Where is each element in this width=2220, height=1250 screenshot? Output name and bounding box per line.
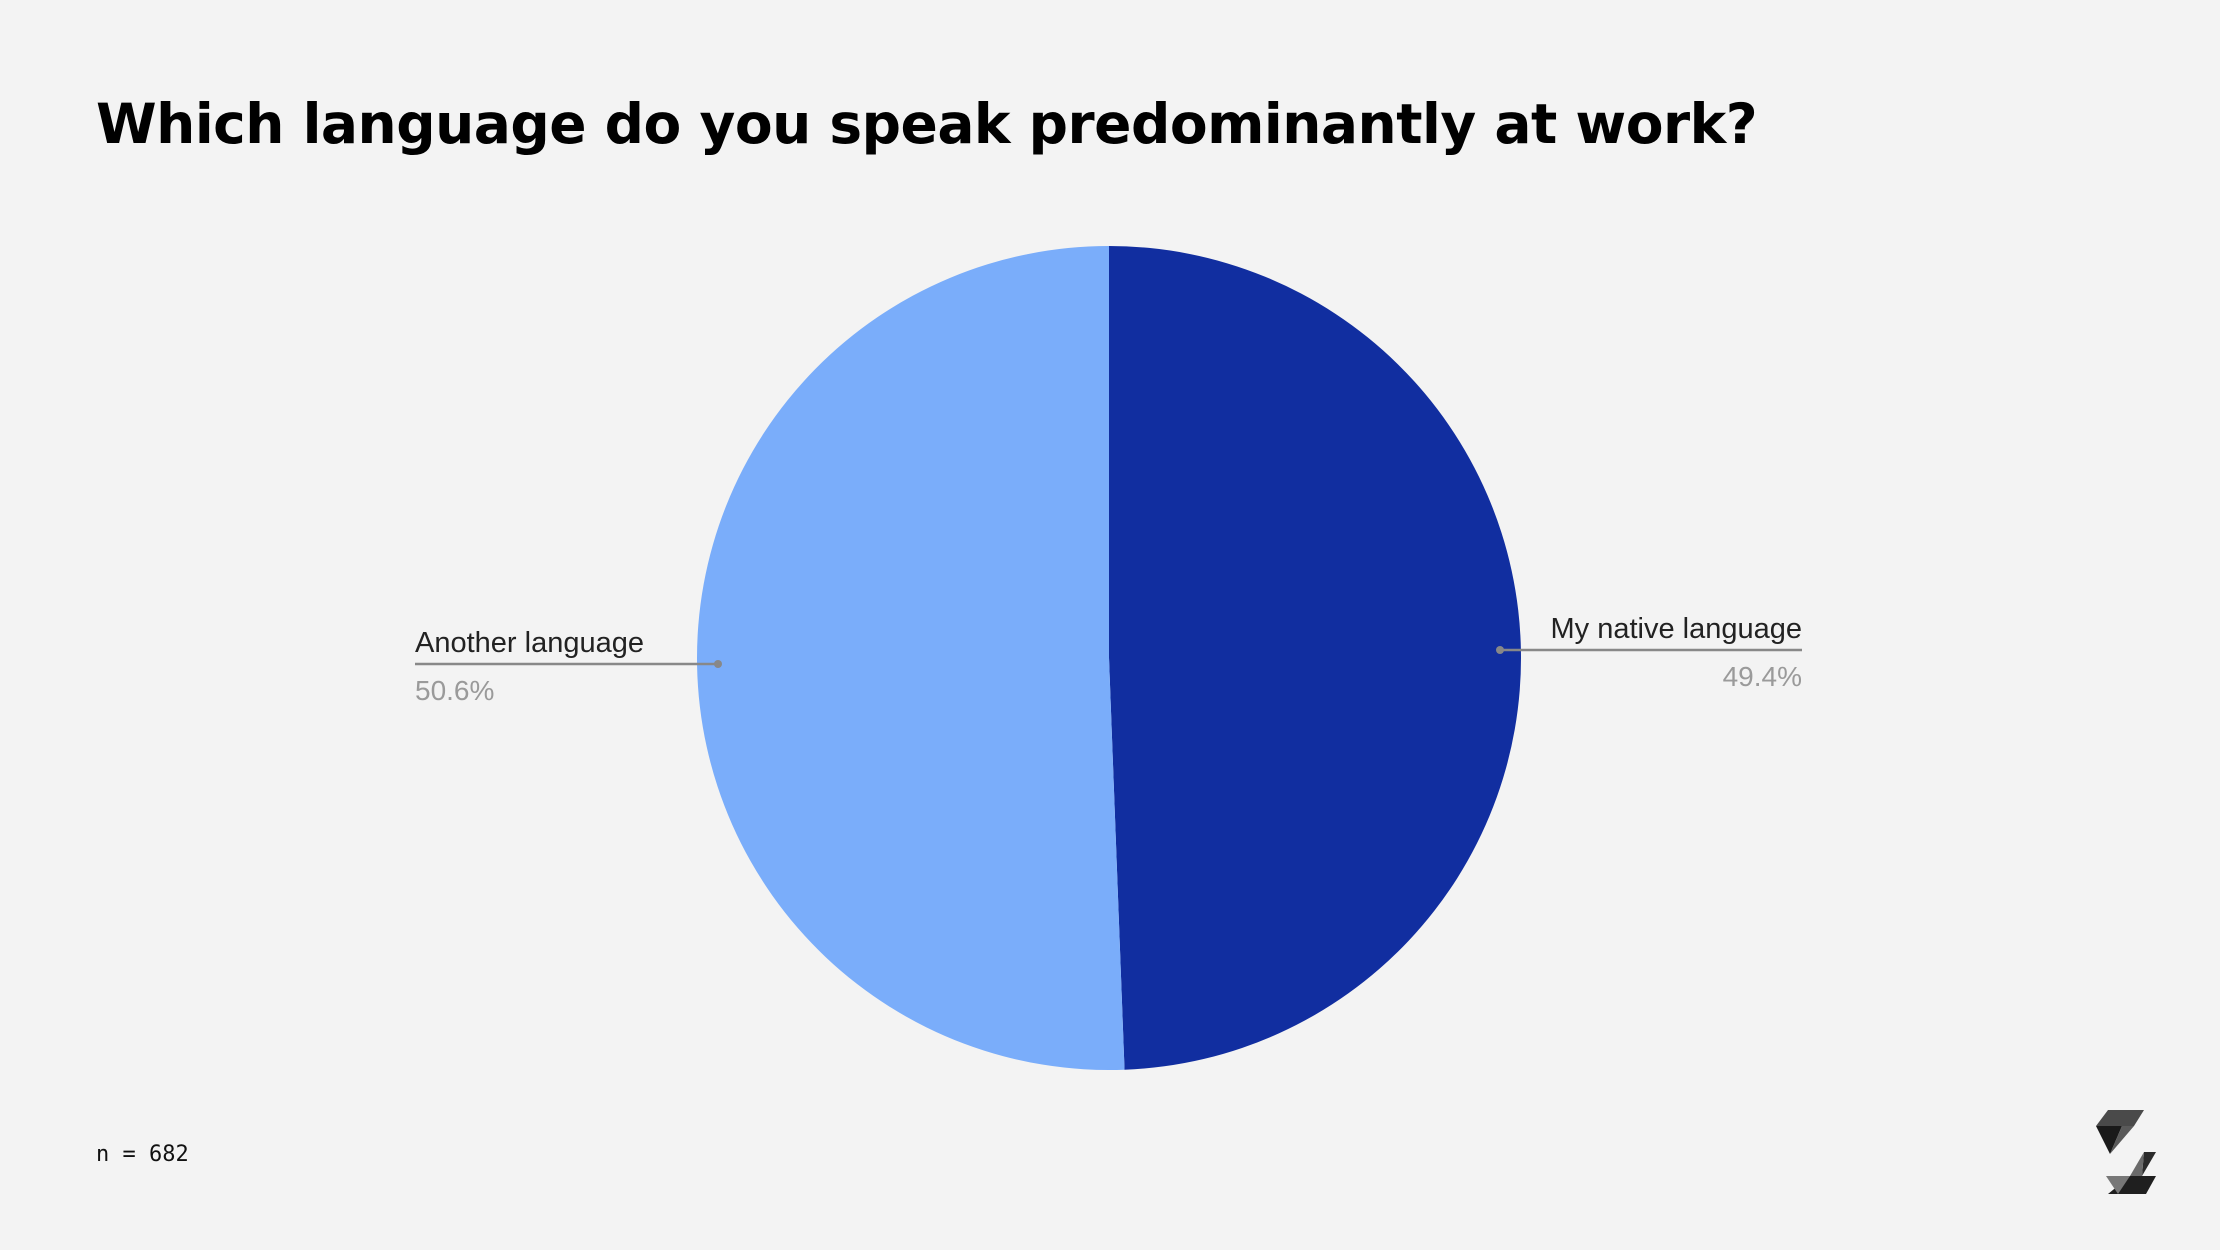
slice-value-0: 49.4%: [1723, 661, 1802, 692]
pie-slice-0: [1109, 246, 1522, 1070]
brand-logo-icon: [2096, 1110, 2156, 1194]
slice-label-0: My native language: [1551, 613, 1803, 645]
slice-value-1: 50.6%: [415, 675, 494, 706]
leader-dot-1: [714, 660, 722, 668]
slice-label-1: Another language: [415, 627, 644, 659]
leader-dot-0: [1496, 646, 1504, 654]
chart-title: Which language do you speak predominantl…: [96, 92, 1758, 156]
sample-size-note: n = 682: [96, 1142, 189, 1167]
pie-slice-1: [697, 246, 1125, 1070]
